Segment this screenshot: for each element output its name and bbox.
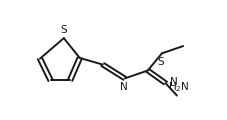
Text: H$_2$N: H$_2$N xyxy=(167,80,189,94)
Text: S: S xyxy=(157,57,164,67)
Text: N: N xyxy=(170,77,177,87)
Text: N: N xyxy=(120,82,127,92)
Text: S: S xyxy=(60,25,67,35)
